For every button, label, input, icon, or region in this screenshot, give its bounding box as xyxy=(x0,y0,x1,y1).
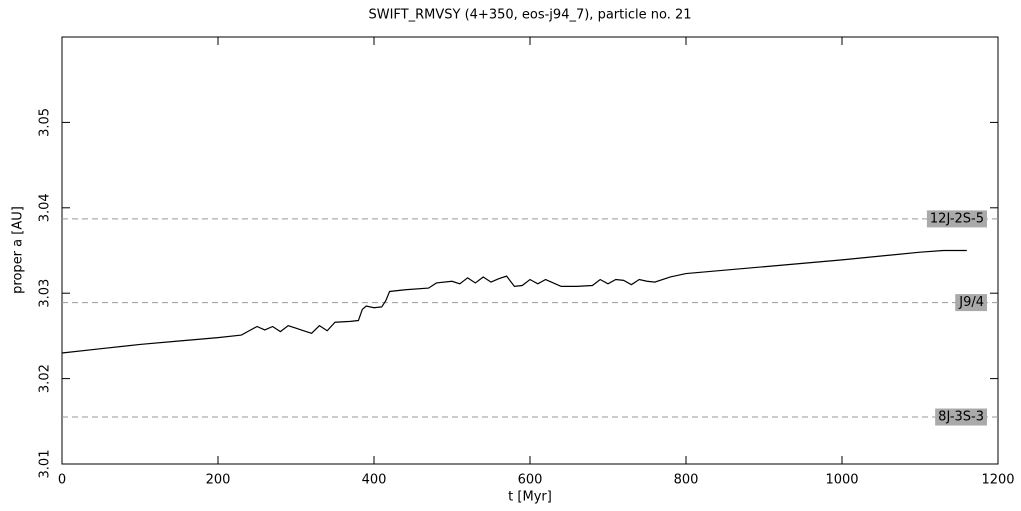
y-tick-label: 3.03 xyxy=(38,279,53,308)
x-tick-label: 800 xyxy=(674,473,699,488)
y-tick-label: 3.01 xyxy=(38,450,53,479)
x-tick-label: 400 xyxy=(362,473,387,488)
x-tick-label: 1000 xyxy=(825,473,858,488)
resonance-label-bg xyxy=(955,294,987,312)
y-tick-label: 3.05 xyxy=(38,108,53,137)
resonance-label: J9/4 xyxy=(958,295,984,310)
x-tick-label: 200 xyxy=(206,473,231,488)
x-tick-label: 600 xyxy=(518,473,543,488)
x-axis-label: t [Myr] xyxy=(508,490,552,505)
x-tick-label: 0 xyxy=(58,473,66,488)
chart-title: SWIFT_RMVSY (4+350, eos-j94_7), particle… xyxy=(368,8,691,23)
y-tick-label: 3.04 xyxy=(38,193,53,222)
resonance-label: 8J-3S-3 xyxy=(938,410,984,425)
resonance-label-bg xyxy=(926,210,987,228)
y-tick-label: 3.02 xyxy=(38,364,53,393)
data-line xyxy=(61,249,967,354)
y-axis-label: proper a [AU] xyxy=(11,206,26,294)
resonance-label-bg xyxy=(935,408,987,426)
plot-frame xyxy=(61,36,999,465)
x-tick-label: 1200 xyxy=(981,473,1014,488)
resonance-label: 12J-2S-5 xyxy=(930,211,984,226)
